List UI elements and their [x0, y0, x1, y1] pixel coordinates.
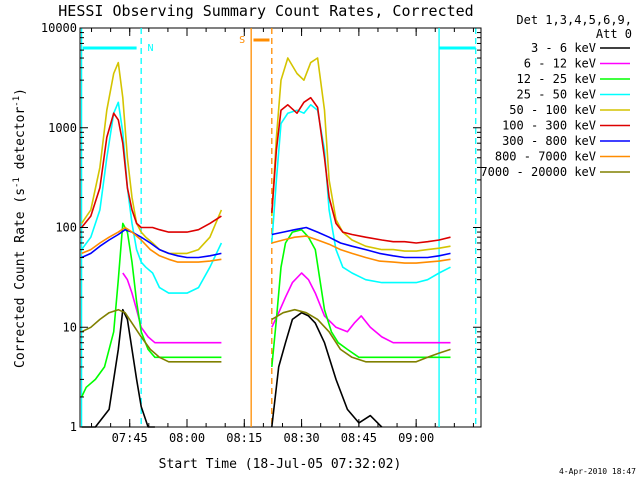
legend-entry-label: 100 - 300 keV	[502, 119, 596, 133]
y-axis-ticks: 1 10 100 1000 10000	[41, 21, 481, 434]
night-marker-label: N	[147, 43, 153, 54]
legend-entry-label: 12 - 25 keV	[517, 72, 596, 86]
series-line-2	[80, 222, 222, 398]
legend-entry-label: 800 - 7000 keV	[495, 150, 596, 164]
series-line-8	[81, 308, 222, 363]
series-line-4	[271, 57, 451, 252]
x-tick-label: 08:15	[226, 431, 262, 445]
x-axis-ticks: 07:45 08:00 08:15 08:30 08:45 09:00	[91, 28, 474, 445]
series-line-3	[80, 101, 223, 294]
y-axis-label: Corrected Count Rate (s-1 detector-1)	[12, 88, 28, 368]
x-tick-label: 08:30	[284, 431, 320, 445]
legend-header-attenuator: Att 0	[596, 27, 632, 41]
y-tick-label: 1	[70, 420, 77, 434]
y-tick-label: 10000	[41, 21, 77, 35]
legend-entry-label: 50 - 100 keV	[509, 103, 596, 117]
y-tick-label: 100	[55, 221, 77, 235]
series-line-5	[80, 112, 222, 233]
legend-entry-label: 3 - 6 keV	[531, 41, 596, 55]
y-axis-label-sup1: -1	[12, 177, 22, 188]
legend-entry-label: 6 - 12 keV	[524, 57, 596, 71]
x-tick-label: 08:00	[169, 431, 205, 445]
svg-text:Corrected Count Rate (s-1 dete: Corrected Count Rate (s-1 detector-1)	[12, 88, 28, 368]
legend-header-detectors: Det 1,3,4,5,6,9,	[516, 13, 632, 27]
y-axis-label-end: )	[13, 88, 28, 96]
series-line-5	[271, 96, 451, 244]
series-line-3	[271, 104, 451, 284]
series-line-0	[81, 308, 155, 428]
x-tick-label: 07:45	[112, 431, 148, 445]
legend-entry-label: 300 - 800 keV	[502, 134, 596, 148]
series-line-2	[271, 228, 451, 367]
series-line-6	[271, 226, 451, 259]
x-tick-label: 09:00	[398, 431, 434, 445]
saa-marker-label: S	[239, 35, 245, 46]
series-line-8	[271, 308, 451, 363]
series-lines	[80, 57, 451, 428]
x-tick-label: 08:45	[341, 431, 377, 445]
legend-entry-label: 25 - 50 keV	[517, 88, 596, 102]
series-line-1	[122, 272, 222, 344]
legend: Det 1,3,4,5,6,9, Att 0 3 - 6 keV 6 - 12 k…	[480, 13, 632, 179]
y-axis-label-mid: detector	[13, 107, 28, 178]
series-line-7	[271, 235, 451, 264]
series-line-7	[81, 226, 222, 263]
series-line-4	[80, 61, 223, 255]
footer-date: 4-Apr-2010 18:47	[559, 467, 636, 476]
y-axis-label-main: Corrected Count Rate (s	[13, 188, 28, 368]
legend-entry-label: 7000 - 20000 keV	[480, 165, 596, 179]
y-tick-label: 1000	[48, 121, 77, 135]
y-tick-label: 10	[63, 320, 77, 334]
series-line-1	[271, 272, 451, 344]
series-line-6	[81, 228, 222, 259]
y-axis-label-sup2: -1	[12, 96, 22, 107]
x-axis-label: Start Time (18-Jul-05 07:32:02)	[159, 457, 402, 472]
chart-title: HESSI Observing Summary Count Rates, Cor…	[58, 2, 473, 20]
